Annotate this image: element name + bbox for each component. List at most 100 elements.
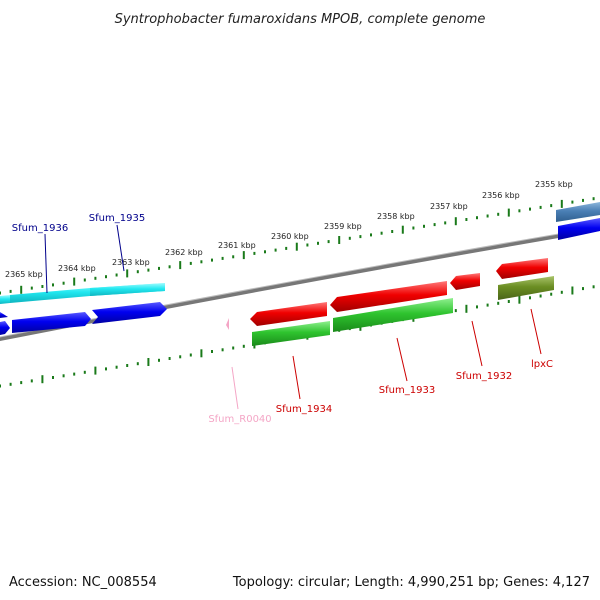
minor-tick <box>232 255 235 259</box>
major-tick <box>73 277 76 286</box>
minor-tick <box>158 358 160 362</box>
minor-tick <box>444 221 447 225</box>
orf-feature[interactable] <box>90 283 165 296</box>
major-tick <box>401 225 404 234</box>
minor-tick <box>221 256 224 260</box>
minor-tick <box>115 365 118 369</box>
minor-tick <box>105 367 107 371</box>
gene-label[interactable]: Sfum_1934 <box>276 404 332 415</box>
minor-tick <box>454 309 457 313</box>
genome-summary-text: Topology: circular; Length: 4,990,251 bp… <box>232 575 590 590</box>
minor-tick <box>168 357 171 360</box>
minor-tick <box>105 275 107 279</box>
tick-label: 2358 kbp <box>377 212 415 221</box>
minor-tick <box>348 236 351 240</box>
major-tick <box>454 217 457 226</box>
minor-tick <box>52 283 54 287</box>
reverse-orf-track <box>252 276 554 346</box>
cds-feature[interactable] <box>0 321 10 335</box>
minor-tick <box>158 266 160 270</box>
minor-tick <box>582 198 584 202</box>
accession-text: Accession: NC_008554 <box>9 575 157 590</box>
orf-feature[interactable] <box>333 298 453 332</box>
tick-label: 2361 kbp <box>218 241 256 250</box>
major-tick <box>465 304 468 313</box>
gene-label[interactable]: Sfum_1935 <box>89 213 145 224</box>
forward-orf-track <box>0 283 165 304</box>
major-tick <box>507 208 510 217</box>
minor-tick <box>211 350 213 353</box>
minor-tick <box>306 243 309 247</box>
minor-tick <box>62 374 65 378</box>
major-tick <box>295 242 298 251</box>
minor-tick <box>264 250 266 254</box>
minor-tick <box>0 384 1 388</box>
cds-feature[interactable] <box>450 273 480 290</box>
gene-label[interactable]: Sfum_R0040 <box>208 414 271 425</box>
cds-feature[interactable] <box>12 312 91 333</box>
cds-feature[interactable] <box>496 258 548 279</box>
minor-tick <box>359 235 362 239</box>
minor-tick <box>550 292 553 296</box>
olive-feature[interactable] <box>498 276 554 300</box>
minor-tick <box>62 281 65 285</box>
minor-tick <box>507 300 510 303</box>
tick-label: 2360 kbp <box>271 232 309 241</box>
major-tick <box>560 199 563 208</box>
orf-feature[interactable] <box>252 321 330 346</box>
minor-tick <box>147 268 150 272</box>
minor-tick <box>465 218 468 221</box>
minor-tick <box>592 285 595 289</box>
minor-tick <box>136 270 139 274</box>
gene-label[interactable]: lpxC <box>531 359 553 370</box>
minor-tick <box>136 362 139 366</box>
major-tick <box>94 366 97 375</box>
cds-feature[interactable] <box>92 302 167 324</box>
minor-tick <box>83 370 86 374</box>
minor-tick <box>189 261 192 265</box>
minor-tick <box>126 364 129 367</box>
tick-label: 2356 kbp <box>482 191 520 200</box>
major-tick <box>338 236 341 244</box>
cds-feature[interactable] <box>250 302 327 326</box>
orf-feature[interactable] <box>0 295 10 304</box>
minor-tick <box>529 207 531 211</box>
forward-cds-track <box>0 302 167 335</box>
gene-label[interactable]: Sfum_1933 <box>379 385 435 396</box>
minor-tick <box>497 301 500 305</box>
tick-label: 2357 kbp <box>430 202 468 211</box>
rrna-feature[interactable] <box>226 318 229 330</box>
minor-tick <box>476 216 478 220</box>
minor-tick <box>9 289 12 293</box>
minor-tick <box>221 348 224 352</box>
minor-tick <box>0 291 1 295</box>
minor-tick <box>30 379 33 383</box>
tick-label: 2362 kbp <box>165 248 203 257</box>
minor-tick <box>73 372 76 376</box>
steel-feature[interactable] <box>556 202 600 222</box>
gene-label[interactable]: Sfum_1932 <box>456 371 512 382</box>
minor-tick <box>168 265 171 269</box>
minor-tick <box>52 376 54 379</box>
minor-tick <box>486 214 489 218</box>
minor-tick <box>285 246 288 250</box>
minor-tick <box>560 290 563 294</box>
cds-feature[interactable] <box>0 312 8 318</box>
minor-tick <box>20 381 23 385</box>
minor-tick <box>317 241 319 245</box>
cds-feature[interactable] <box>330 281 447 312</box>
upper-tick-row <box>0 197 595 295</box>
minor-tick <box>41 285 44 288</box>
minor-tick <box>412 226 415 230</box>
cds-feature[interactable] <box>558 218 600 240</box>
minor-tick <box>486 303 489 307</box>
gene-label[interactable]: Sfum_1936 <box>12 223 68 234</box>
minor-tick <box>423 224 425 228</box>
major-tick <box>20 285 23 294</box>
minor-tick <box>30 286 33 290</box>
minor-tick <box>380 231 383 235</box>
minor-tick <box>9 382 12 386</box>
major-tick <box>571 286 574 295</box>
minor-tick <box>211 258 213 262</box>
